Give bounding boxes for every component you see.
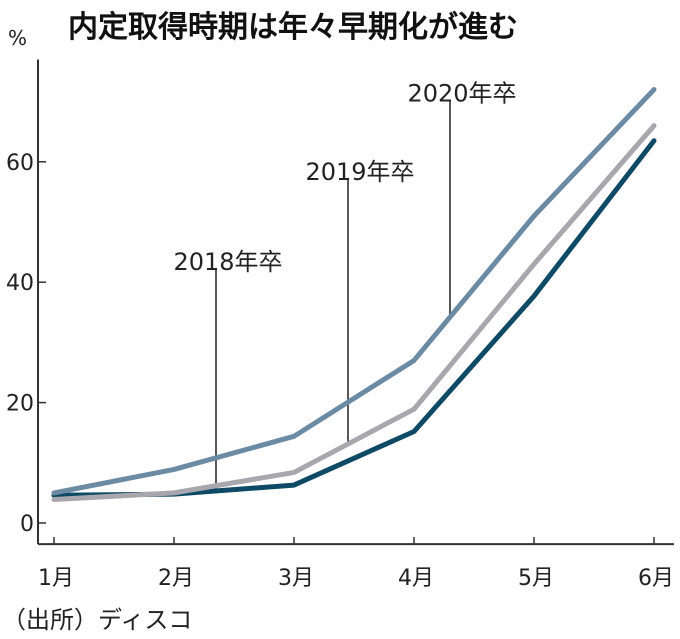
y-tick-label: 60 [6, 151, 34, 176]
x-tick-label: 5月 [518, 566, 554, 591]
x-tick-label: 4月 [398, 566, 434, 591]
x-tick-label: 6月 [638, 566, 674, 591]
x-tick-label: 1月 [38, 566, 74, 591]
series-line-2019年卒 [51, 123, 657, 503]
y-axis-unit: % [8, 26, 28, 50]
chart-title: 内定取得時期は年々早期化が進む [68, 10, 518, 45]
series-line-2020年卒 [51, 87, 657, 496]
x-tick-label: 3月 [278, 566, 314, 591]
y-tick-label: 40 [6, 271, 34, 296]
annotation-label: 2020年卒 [407, 80, 516, 108]
x-tick-label: 2月 [158, 566, 194, 591]
annotation-label: 2019年卒 [305, 158, 414, 186]
y-tick-label: 0 [20, 512, 34, 537]
annotation-label: 2018年卒 [173, 248, 282, 276]
source-note: （出所）ディスコ [2, 606, 193, 634]
y-tick-label: 20 [6, 392, 34, 417]
